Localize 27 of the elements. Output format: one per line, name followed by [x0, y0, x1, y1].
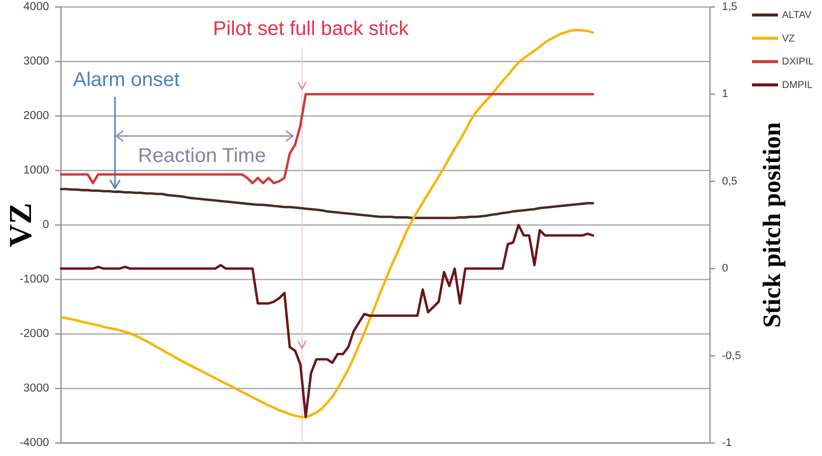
y-tick-label: 3000: [23, 382, 49, 394]
y2-tick-label: -0,5: [722, 350, 741, 362]
y-tick-label: 0: [42, 219, 49, 231]
legend-label: DMPIL: [782, 79, 813, 90]
y-axis-title: VZ: [2, 202, 38, 248]
annotation: Reaction Time: [138, 145, 266, 167]
legend-label: ALTAV: [782, 10, 812, 20]
line-series: [60, 224, 594, 418]
annotation: Pilot set full back stick: [213, 18, 410, 40]
y2-tick-label: 1,5: [722, 1, 738, 13]
y2-axis-title: Stick pitch position: [758, 122, 786, 328]
legend-label: VZ: [782, 32, 795, 44]
y-tick-label: -4000: [20, 437, 49, 449]
y-tick-label: 1000: [23, 164, 49, 176]
line-series: [60, 188, 594, 220]
y-tick-label: 4000: [23, 1, 49, 13]
legend-label: DXIPIL: [782, 56, 814, 68]
line-series: [60, 93, 594, 184]
y2-tick-label: 1: [722, 88, 728, 100]
y-tick-label: -2000: [20, 328, 49, 340]
y2-tick-label: -1: [722, 437, 732, 449]
y-tick-label: 2000: [23, 110, 49, 122]
y2-tick-label: 0: [722, 262, 728, 275]
y2-tick-label: 0,5: [722, 175, 738, 188]
y-tick-label: -1000: [20, 274, 49, 286]
annotation: Alarm onset: [73, 69, 180, 91]
y-tick-label: 3000: [23, 56, 49, 68]
